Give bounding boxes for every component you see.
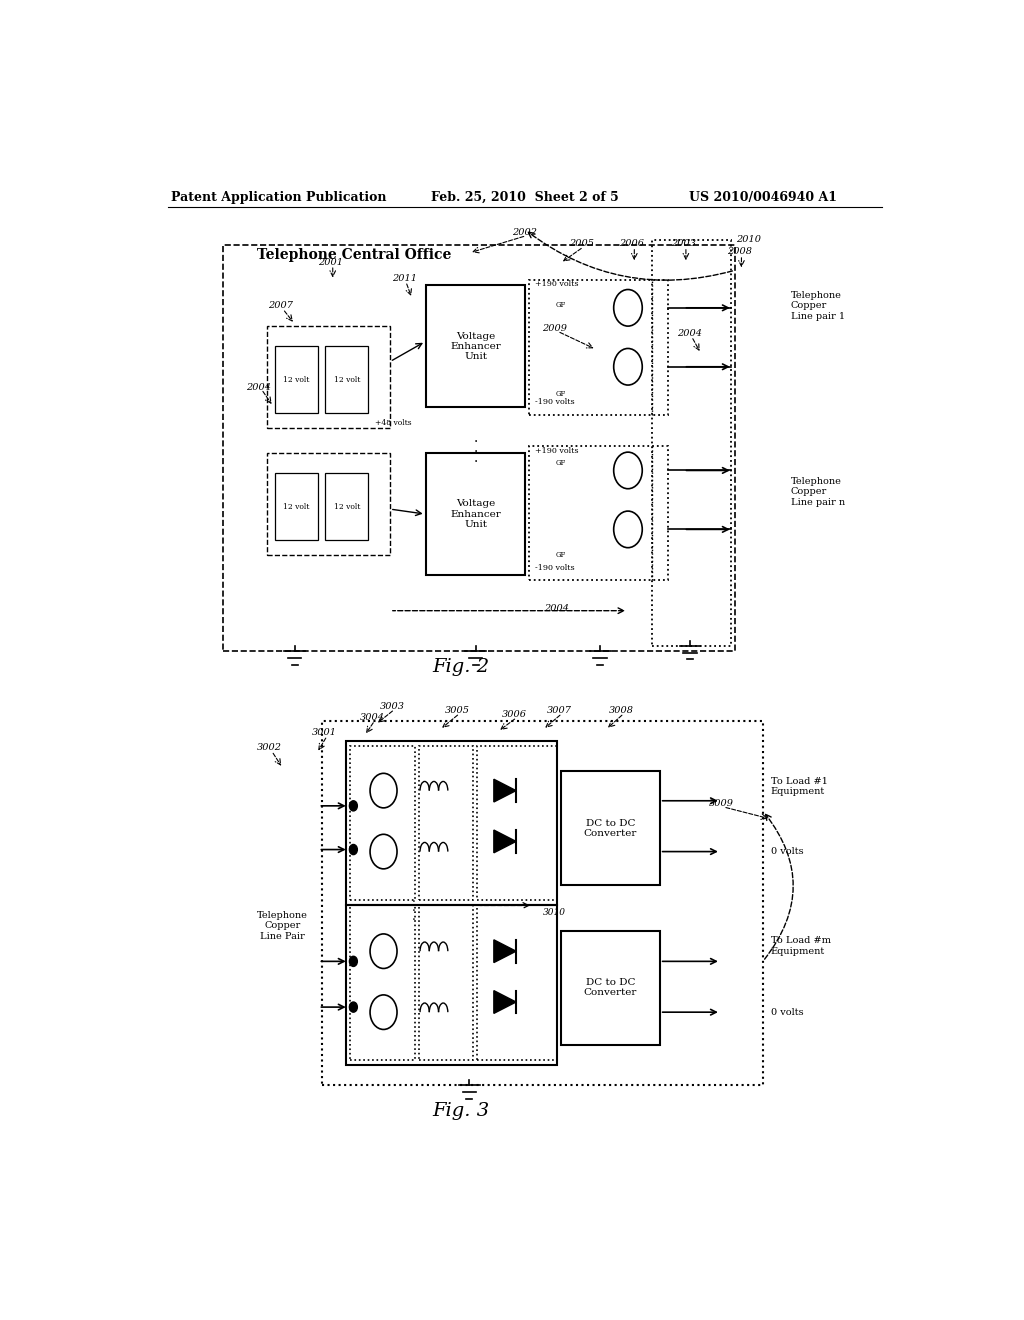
Text: 12 volt: 12 volt	[334, 376, 360, 384]
Text: 3010: 3010	[543, 908, 566, 917]
Text: Voltage
Enhancer
Unit: Voltage Enhancer Unit	[451, 499, 501, 529]
Text: 2011: 2011	[391, 273, 417, 282]
Text: 2004: 2004	[677, 329, 701, 338]
Bar	[477, 746, 557, 900]
Text: 2009: 2009	[543, 323, 567, 333]
Bar	[419, 746, 473, 900]
Text: 3009: 3009	[709, 800, 734, 808]
Text: DC to DC
Converter: DC to DC Converter	[584, 818, 637, 838]
Text: .: .	[412, 902, 416, 913]
Circle shape	[349, 956, 357, 966]
Text: +190 volts: +190 volts	[536, 280, 579, 289]
Bar	[346, 741, 557, 906]
Bar	[346, 906, 557, 1065]
Text: -190 volts: -190 volts	[536, 399, 574, 407]
Bar	[419, 906, 473, 1060]
Text: .: .	[473, 451, 478, 465]
Text: 2004: 2004	[247, 383, 271, 392]
Text: +48 volts: +48 volts	[376, 418, 412, 426]
Polygon shape	[494, 779, 516, 803]
Bar	[426, 285, 525, 408]
Polygon shape	[494, 990, 516, 1014]
Bar	[477, 906, 557, 1060]
Text: 0 volts: 0 volts	[771, 847, 804, 857]
Text: 2002: 2002	[512, 228, 538, 238]
Text: 2004: 2004	[544, 605, 569, 614]
Text: US 2010/0046940 A1: US 2010/0046940 A1	[689, 190, 837, 203]
Text: To Load #1
Equipment: To Load #1 Equipment	[771, 777, 827, 796]
Text: 3004: 3004	[359, 713, 385, 722]
Text: GF: GF	[555, 301, 565, 309]
Text: 2007: 2007	[268, 301, 293, 310]
Text: 3001: 3001	[312, 729, 337, 737]
Bar	[267, 453, 390, 554]
Text: 3003: 3003	[380, 702, 404, 710]
Bar	[350, 746, 416, 900]
Text: .: .	[473, 441, 478, 455]
Circle shape	[349, 845, 357, 854]
Bar	[560, 771, 659, 886]
Polygon shape	[494, 940, 516, 962]
Text: 2010: 2010	[736, 235, 761, 244]
Text: GF: GF	[555, 459, 565, 467]
Text: 3005: 3005	[444, 706, 470, 715]
Text: Telephone
Copper
Line Pair: Telephone Copper Line Pair	[257, 911, 308, 941]
Bar	[325, 474, 369, 540]
Text: 12 volt: 12 volt	[283, 503, 309, 511]
Text: 12 volt: 12 volt	[283, 376, 309, 384]
Text: Telephone
Copper
Line pair 1: Telephone Copper Line pair 1	[791, 290, 845, 321]
Text: Patent Application Publication: Patent Application Publication	[171, 190, 386, 203]
Text: GF: GF	[555, 391, 565, 399]
Circle shape	[349, 801, 357, 810]
Text: 3007: 3007	[547, 706, 571, 715]
Text: 2008: 2008	[727, 247, 752, 256]
Text: 2005: 2005	[569, 239, 595, 248]
Text: Voltage
Enhancer
Unit: Voltage Enhancer Unit	[451, 331, 501, 362]
Circle shape	[349, 1002, 357, 1012]
Text: .: .	[473, 430, 478, 445]
Text: To Load #m
Equipment: To Load #m Equipment	[771, 936, 830, 956]
Polygon shape	[494, 830, 516, 853]
Bar	[560, 931, 659, 1044]
Text: Telephone
Copper
Line pair n: Telephone Copper Line pair n	[791, 477, 845, 507]
Bar	[323, 722, 763, 1085]
Bar	[350, 906, 416, 1060]
Text: .: .	[412, 892, 416, 904]
Bar	[274, 474, 318, 540]
Bar	[528, 446, 668, 581]
Text: 3002: 3002	[257, 743, 282, 752]
Text: 2003: 2003	[671, 239, 696, 248]
Text: .: .	[412, 909, 416, 923]
Text: DC to DC
Converter: DC to DC Converter	[584, 978, 637, 998]
Text: GF: GF	[555, 550, 565, 558]
Text: 2006: 2006	[620, 239, 644, 248]
Text: 0 volts: 0 volts	[771, 1007, 804, 1016]
Text: Feb. 25, 2010  Sheet 2 of 5: Feb. 25, 2010 Sheet 2 of 5	[431, 190, 618, 203]
Bar	[528, 280, 668, 414]
Text: 3008: 3008	[609, 706, 634, 715]
Bar	[426, 453, 525, 576]
Text: Telephone Central Office: Telephone Central Office	[257, 248, 452, 261]
Bar	[223, 244, 735, 651]
Bar	[267, 326, 390, 428]
Text: 12 volt: 12 volt	[334, 503, 360, 511]
Text: 2001: 2001	[317, 257, 343, 267]
Text: Fig. 2: Fig. 2	[433, 657, 489, 676]
Bar	[652, 240, 731, 647]
Text: 3006: 3006	[502, 710, 527, 719]
Text: +190 volts: +190 volts	[536, 447, 579, 455]
Bar	[325, 346, 369, 412]
Text: -190 volts: -190 volts	[536, 564, 574, 572]
Bar	[274, 346, 318, 412]
Text: Fig. 3: Fig. 3	[433, 1102, 489, 1119]
